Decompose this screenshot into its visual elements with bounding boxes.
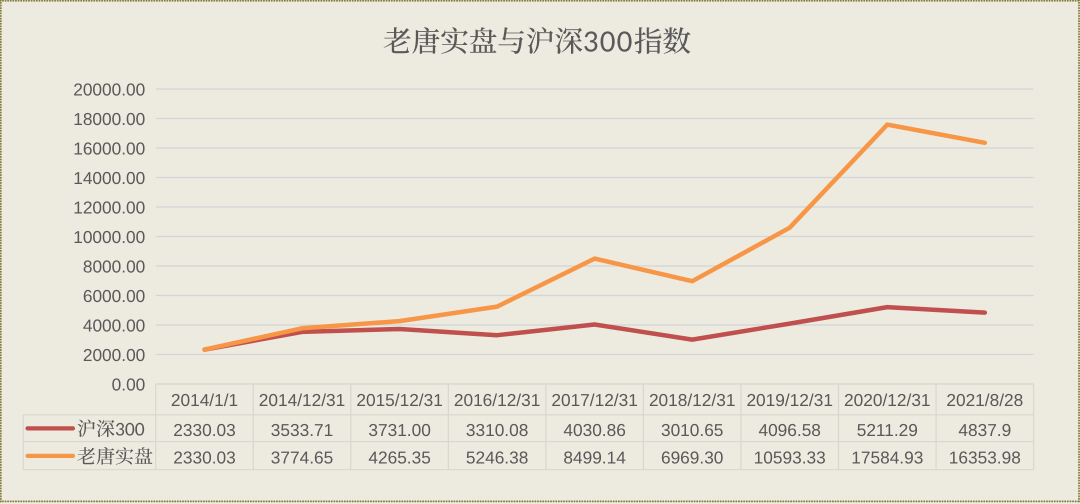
svg-text:2014/1/1: 2014/1/1 xyxy=(171,390,238,410)
svg-text:0.00: 0.00 xyxy=(112,375,146,395)
svg-text:3010.65: 3010.65 xyxy=(661,420,723,440)
svg-text:4265.35: 4265.35 xyxy=(368,447,430,467)
svg-text:2015/12/31: 2015/12/31 xyxy=(356,390,443,410)
svg-text:8499.14: 8499.14 xyxy=(563,447,626,467)
svg-text:5211.29: 5211.29 xyxy=(857,420,918,440)
svg-text:4096.58: 4096.58 xyxy=(758,420,820,440)
svg-text:3533.71: 3533.71 xyxy=(271,420,333,440)
svg-text:3731.00: 3731.00 xyxy=(368,420,430,440)
svg-text:2020/12/31: 2020/12/31 xyxy=(844,390,931,410)
svg-text:12000.00: 12000.00 xyxy=(73,198,145,218)
svg-text:10000.00: 10000.00 xyxy=(73,227,145,247)
svg-text:18000.00: 18000.00 xyxy=(73,109,145,129)
svg-text:5246.38: 5246.38 xyxy=(466,447,528,467)
svg-text:2021/8/28: 2021/8/28 xyxy=(946,390,1023,410)
svg-text:4030.86: 4030.86 xyxy=(563,420,625,440)
svg-text:16353.98: 16353.98 xyxy=(949,447,1021,467)
svg-text:2019/12/31: 2019/12/31 xyxy=(746,390,833,410)
svg-text:3310.08: 3310.08 xyxy=(466,420,528,440)
svg-text:2014/12/31: 2014/12/31 xyxy=(259,390,346,410)
svg-text:2330.03: 2330.03 xyxy=(173,447,235,467)
svg-text:17584.93: 17584.93 xyxy=(851,447,923,467)
svg-text:2016/12/31: 2016/12/31 xyxy=(454,390,541,410)
svg-text:14000.00: 14000.00 xyxy=(73,168,145,188)
svg-text:16000.00: 16000.00 xyxy=(73,139,145,159)
svg-text:8000.00: 8000.00 xyxy=(83,257,145,277)
svg-text:2000.00: 2000.00 xyxy=(83,345,145,365)
svg-text:6969.30: 6969.30 xyxy=(661,447,723,467)
svg-text:4837.9: 4837.9 xyxy=(958,420,1011,440)
svg-text:10593.33: 10593.33 xyxy=(754,447,826,467)
svg-text:2017/12/31: 2017/12/31 xyxy=(551,390,638,410)
svg-text:2330.03: 2330.03 xyxy=(173,420,235,440)
svg-text:4000.00: 4000.00 xyxy=(83,316,145,336)
svg-text:3774.65: 3774.65 xyxy=(271,447,333,467)
svg-text:6000.00: 6000.00 xyxy=(83,286,145,306)
svg-text:2018/12/31: 2018/12/31 xyxy=(649,390,736,410)
svg-text:20000.00: 20000.00 xyxy=(73,80,145,100)
